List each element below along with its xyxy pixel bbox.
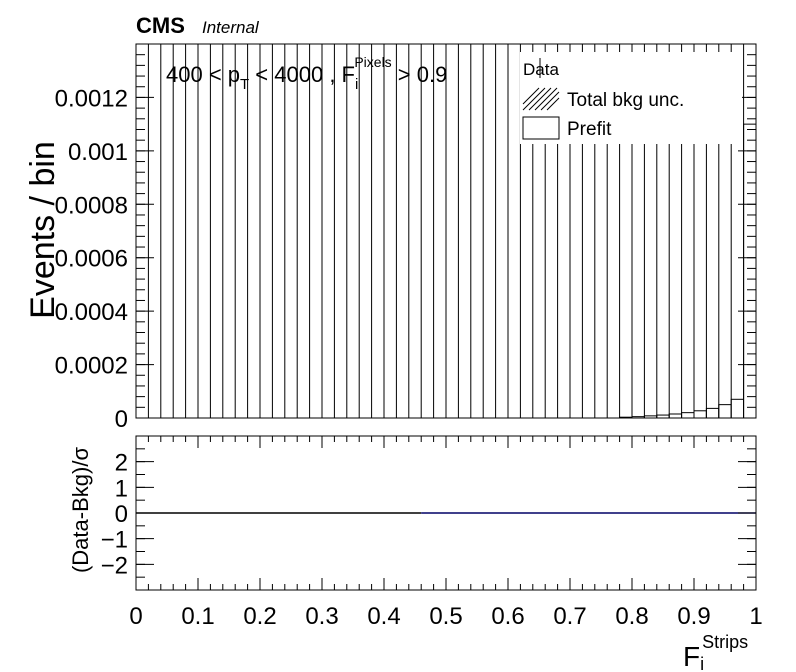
ratio-y-tick-label: 2 bbox=[115, 450, 128, 477]
x-axis-label-sub: i bbox=[700, 654, 704, 672]
annotation-post: > 0.9 bbox=[392, 62, 448, 87]
prefit-bar bbox=[718, 404, 732, 419]
ratio-frame bbox=[135, 435, 757, 591]
main-y-axis: 0 0.0002 0.0004 0.0006 0.0008 0.001 0.0012 bbox=[55, 43, 756, 433]
annotation-pre: 400 < p bbox=[166, 62, 240, 87]
ratio-y-tick-label: 0 bbox=[115, 501, 128, 528]
y-tick-label: 0.0004 bbox=[55, 299, 128, 326]
prefit-bar bbox=[681, 412, 695, 419]
x-tick-label: 0.4 bbox=[367, 603, 400, 630]
legend-entry-total-bkg-unc: Total bkg unc. bbox=[567, 90, 684, 111]
legend: Data Total bkg unc. Prefit bbox=[520, 52, 742, 144]
y-tick-label: 0.0012 bbox=[55, 85, 128, 112]
y-tick-label: 0.0006 bbox=[55, 246, 128, 273]
x-tick-label: 0.6 bbox=[491, 603, 524, 630]
experiment-label: CMS bbox=[136, 13, 185, 38]
legend-entry-prefit: Prefit bbox=[567, 119, 612, 140]
main-histogram bbox=[147, 44, 757, 419]
legend-entry-data: Data bbox=[523, 60, 559, 79]
x-axis-label-sup: Strips bbox=[702, 632, 748, 652]
ratio-x-axis: 0 0.1 0.2 0.3 0.4 0.5 0.6 0.7 0.8 0.9 1 bbox=[129, 436, 763, 630]
x-axis-label: Fi Strips bbox=[683, 632, 748, 672]
y-tick-label: 0.0008 bbox=[55, 192, 128, 219]
prefit-bar bbox=[730, 398, 745, 419]
y-tick-label: 0 bbox=[115, 406, 128, 433]
ratio-y-tick-label: −1 bbox=[101, 527, 128, 554]
prefit-bar bbox=[705, 407, 720, 419]
ratio-y-axis-label: (Data-Bkg)/σ bbox=[68, 447, 93, 573]
status-label: Internal bbox=[202, 18, 260, 37]
main-y-axis-label: Events / bin bbox=[24, 141, 62, 319]
legend-prefit-swatch-icon bbox=[522, 116, 560, 140]
prefit-bar bbox=[668, 413, 683, 419]
annotation-sub-i: i bbox=[355, 76, 358, 93]
x-tick-label: 0.9 bbox=[677, 603, 710, 630]
selection-annotation: 400 < pT < 4000 , Fi Pixels > 0.9 bbox=[166, 54, 447, 93]
ratio-y-tick-label: −2 bbox=[101, 552, 128, 579]
x-tick-label: 0.5 bbox=[429, 603, 462, 630]
x-tick-label: 0 bbox=[129, 603, 142, 630]
x-tick-label: 0.1 bbox=[181, 603, 214, 630]
y-tick-label: 0.001 bbox=[68, 139, 128, 166]
main-plot-panel: 0 0.0002 0.0004 0.0006 0.0008 0.001 0.0012 Eve… bbox=[24, 43, 757, 433]
annotation-sub-pt: T bbox=[240, 76, 249, 93]
prefit-bar bbox=[693, 410, 707, 419]
x-tick-label: 0.8 bbox=[615, 603, 648, 630]
y-tick-label: 0.0002 bbox=[55, 353, 128, 380]
ratio-y-tick-label: 1 bbox=[115, 475, 128, 502]
x-tick-label: 0.2 bbox=[243, 603, 276, 630]
x-axis-label-main: F bbox=[683, 641, 700, 672]
prefit-bar bbox=[743, 123, 757, 419]
main-frame bbox=[135, 43, 757, 419]
x-tick-label: 0.3 bbox=[305, 603, 338, 630]
annotation-mid: < 4000 , F bbox=[249, 62, 355, 87]
legend-hatched-swatch-icon bbox=[522, 87, 560, 111]
x-tick-label: 1 bbox=[749, 603, 762, 630]
x-tick-label: 0.7 bbox=[553, 603, 586, 630]
annotation-sup-pixels: Pixels bbox=[354, 54, 391, 70]
